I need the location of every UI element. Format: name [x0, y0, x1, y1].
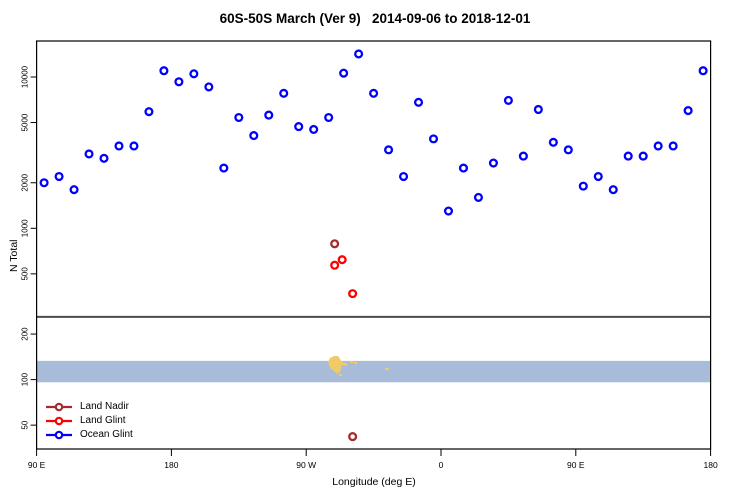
- map-band-ocean: [36, 360, 711, 383]
- point-ocean-glint: [174, 77, 184, 87]
- point-ocean-glint: [533, 104, 543, 115]
- point-ocean-glint: [653, 141, 663, 151]
- plot-border: [35, 40, 712, 450]
- point-ocean-glint: [294, 122, 304, 132]
- chart-title: 60S-50S March (Ver 9) 2014-09-06 to 2018…: [219, 11, 531, 26]
- point-ocean-glint: [219, 163, 229, 173]
- x-tick-label: 0: [439, 460, 444, 470]
- y-tick-label: 10000: [21, 65, 30, 88]
- point-ocean-glint: [309, 124, 319, 135]
- legend-item-land-glint: Land Glint: [44, 414, 133, 428]
- point-ocean-glint: [593, 171, 603, 182]
- y-tick-label: 50: [21, 420, 30, 429]
- point-land-nadir: [348, 432, 358, 442]
- point-ocean-glint: [399, 171, 409, 182]
- point-ocean-glint: [264, 110, 274, 120]
- point-ocean-glint: [84, 149, 94, 159]
- legend-label: Land Nadir: [80, 401, 129, 412]
- point-ocean-glint: [548, 137, 558, 147]
- point-ocean-glint: [99, 153, 109, 163]
- legend-label: Ocean Glint: [80, 429, 133, 440]
- point-ocean-glint: [189, 69, 199, 79]
- point-ocean-glint: [114, 141, 124, 151]
- y-tick-label: 1000: [21, 219, 30, 237]
- point-ocean-glint: [503, 95, 513, 105]
- point-ocean-glint: [39, 178, 49, 188]
- y-tick-label: 2000: [21, 173, 30, 191]
- point-ocean-glint: [279, 88, 289, 98]
- point-ocean-glint: [488, 158, 498, 168]
- point-ocean-glint: [129, 141, 139, 151]
- x-tick-label: 90 E: [567, 460, 585, 470]
- legend-item-ocean-glint: Ocean Glint: [44, 428, 133, 442]
- legend-item-land-nadir: Land Nadir: [44, 400, 133, 414]
- point-ocean-glint: [249, 131, 259, 141]
- point-ocean-glint: [428, 134, 439, 144]
- point-ocean-glint: [354, 49, 364, 59]
- x-axis-label: Longitude (deg E): [332, 476, 416, 488]
- point-ocean-glint: [339, 68, 349, 78]
- map-band-land: [354, 362, 357, 364]
- point-ocean-glint: [638, 151, 648, 161]
- point-ocean-glint: [608, 185, 618, 195]
- y-tick-label: 500: [21, 267, 30, 281]
- point-ocean-glint: [563, 145, 573, 155]
- map-band-land: [339, 374, 342, 376]
- point-land-glint: [348, 289, 358, 299]
- point-ocean-glint: [473, 192, 483, 202]
- legend: Land Nadir Land Glint Ocean Glint: [44, 400, 133, 442]
- point-ocean-glint: [443, 206, 454, 216]
- y-tick-label: 100: [21, 372, 30, 386]
- y-tick-label: 200: [21, 327, 30, 341]
- x-tick-label: 90 E: [28, 460, 46, 470]
- x-tick-label: 90 W: [296, 460, 316, 470]
- point-ocean-glint: [458, 163, 469, 173]
- y-axis-label: N Total: [8, 239, 20, 273]
- point-ocean-glint: [159, 66, 169, 76]
- land-glint-symbol-icon: [46, 416, 72, 426]
- point-ocean-glint: [384, 145, 394, 155]
- point-ocean-glint: [369, 88, 379, 98]
- point-ocean-glint: [623, 151, 633, 161]
- map-band-land: [385, 368, 389, 370]
- x-tick-label: 180: [164, 460, 178, 470]
- x-tick-label: 180: [704, 460, 718, 470]
- ocean-glint-symbol-icon: [46, 430, 72, 440]
- point-ocean-glint: [578, 181, 588, 191]
- y-tick-label: 5000: [21, 113, 30, 131]
- point-ocean-glint: [683, 106, 693, 116]
- point-ocean-glint: [518, 151, 528, 161]
- legend-label: Land Glint: [80, 415, 126, 426]
- map-band-land: [350, 361, 353, 363]
- map-band-land: [328, 356, 348, 374]
- point-ocean-glint: [54, 171, 64, 182]
- point-ocean-glint: [234, 112, 244, 123]
- point-ocean-glint: [413, 97, 424, 107]
- point-land-glint: [337, 255, 347, 265]
- point-ocean-glint: [668, 141, 678, 151]
- land-nadir-symbol-icon: [46, 402, 72, 412]
- point-ocean-glint: [698, 66, 708, 76]
- point-ocean-glint: [69, 185, 79, 195]
- point-ocean-glint: [204, 82, 214, 92]
- point-land-glint: [330, 260, 340, 270]
- point-ocean-glint: [144, 107, 154, 117]
- point-ocean-glint: [324, 112, 334, 123]
- point-land-nadir: [330, 239, 340, 249]
